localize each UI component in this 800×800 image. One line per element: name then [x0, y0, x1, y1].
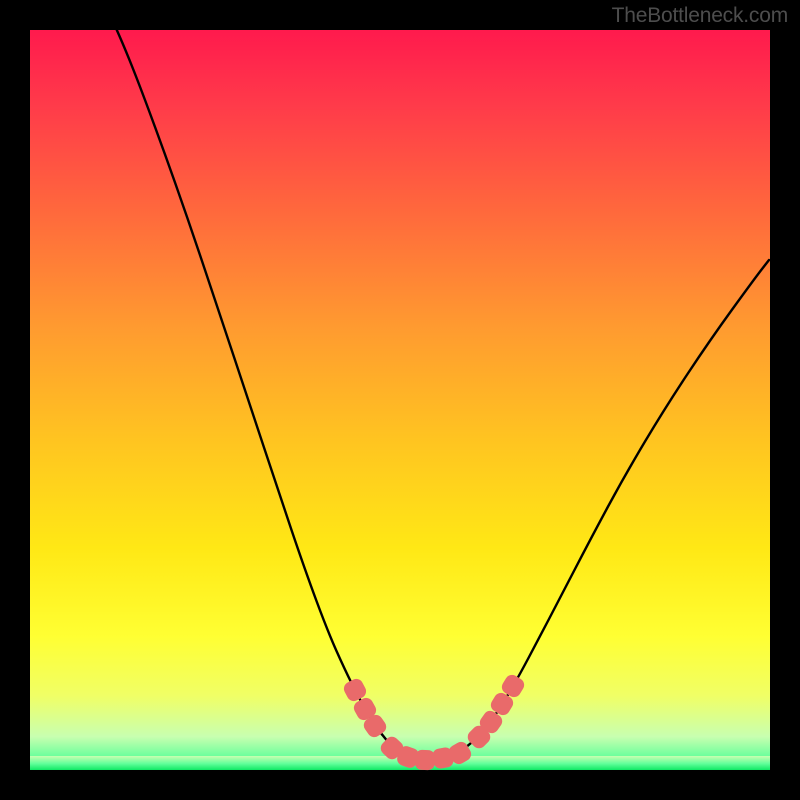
watermark-text: TheBottleneck.com [612, 4, 788, 28]
plot-green-band [30, 756, 770, 770]
chart-root: TheBottleneck.com [0, 0, 800, 800]
plot-gradient-background [30, 30, 770, 770]
